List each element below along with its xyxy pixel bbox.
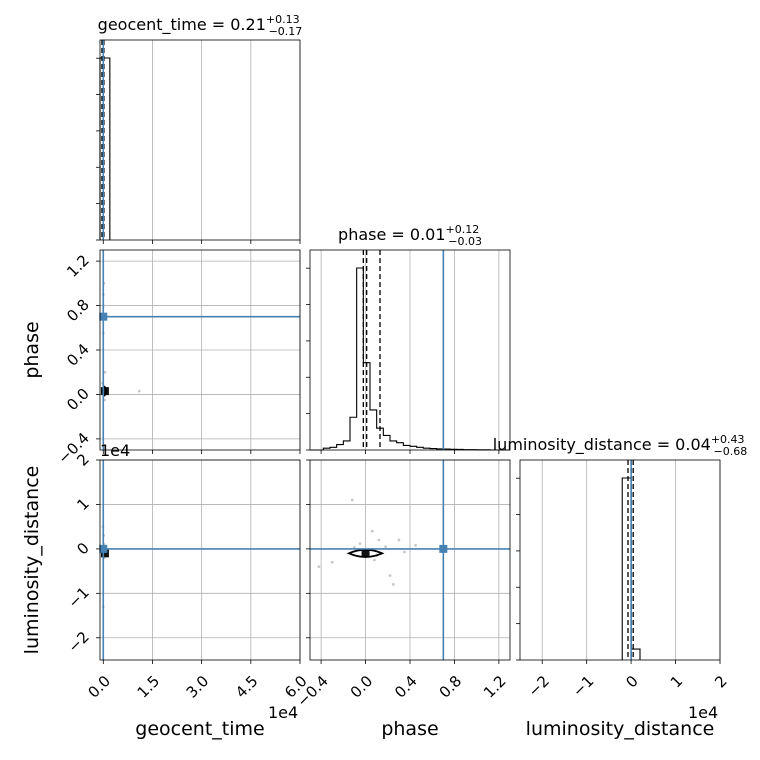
truth-marker xyxy=(99,544,108,553)
y-axis-label-luminosity-distance: luminosity_distance xyxy=(21,466,43,655)
scatter-panel-phase-vs-geocent-time: −0.40.00.40.81.2 xyxy=(54,249,301,467)
histogram-panel-luminosity-distance: −2 −1 0 1 2 luminosity_distance = 0.04+0.43 −0… xyxy=(493,433,748,700)
sample-point xyxy=(358,542,362,545)
x-tick-label: 0.0 xyxy=(347,672,377,702)
sample-point xyxy=(388,574,392,577)
y-tick-label: 1 xyxy=(73,495,92,514)
density-peak xyxy=(361,549,370,558)
x-axis-label-geocent-time: geocent_time xyxy=(135,718,264,740)
truth-marker xyxy=(99,312,108,321)
y-tick-label: −2 xyxy=(64,628,92,656)
truth-marker xyxy=(439,544,448,553)
x-tick-label: 0.8 xyxy=(436,672,466,702)
sample-point xyxy=(137,389,141,393)
histogram-title: geocent_time = 0.21+0.13 −0.17 xyxy=(98,13,303,38)
sample-point xyxy=(403,550,406,554)
sample-point xyxy=(414,543,417,547)
y-tick-label: 2 xyxy=(73,450,92,469)
sample-point xyxy=(397,538,401,542)
histogram-panel-phase: phase = 0.01+0.12 −0.03 xyxy=(306,223,511,454)
histogram-title: luminosity_distance = 0.04+0.43 −0.68 xyxy=(493,433,748,458)
sample-point xyxy=(391,583,395,586)
sample-point xyxy=(103,370,107,374)
axes-frame xyxy=(99,459,301,661)
y-tick-label: 0 xyxy=(73,539,92,558)
x-tick-label: 0.0 xyxy=(84,672,114,702)
y-offset-text: 1e4 xyxy=(100,441,130,460)
sample-point xyxy=(384,545,387,549)
x-tick-label: 1.2 xyxy=(480,672,510,702)
y-tick-label: 0.0 xyxy=(63,385,93,415)
x-tick-label: 1.5 xyxy=(134,672,164,702)
x-offset-text: 1e4 xyxy=(688,703,718,722)
axes-frame xyxy=(99,39,301,241)
histogram-title: phase = 0.01+0.12 −0.03 xyxy=(338,223,482,248)
x-axis-label-luminosity-distance: luminosity_distance xyxy=(526,718,715,740)
sample-point xyxy=(330,560,334,564)
scatter-panel-luminosity-distance-vs-phase: −0.4 0.0 0.4 0.8 1.2 xyxy=(293,459,511,711)
y-axis-label-phase: phase xyxy=(21,321,43,378)
density-peak xyxy=(100,549,109,558)
axes-frame xyxy=(519,459,721,661)
histogram-panel-geocent-time: geocent_time = 0.21+0.13 −0.17 xyxy=(96,13,302,244)
x-offset-text: 1e4 xyxy=(268,703,298,722)
x-tick-label: −1 xyxy=(569,672,597,700)
sample-point xyxy=(373,558,376,562)
sample-point xyxy=(350,498,354,502)
x-axis-label-phase: phase xyxy=(381,718,438,740)
y-tick-label: 1.2 xyxy=(63,251,93,281)
contour-line xyxy=(346,548,385,558)
x-tick-label: −2 xyxy=(525,672,553,700)
sample-point xyxy=(377,538,381,542)
sample-point xyxy=(317,565,321,569)
x-tick-label: 4.5 xyxy=(232,672,262,702)
sample-point xyxy=(370,529,374,533)
y-tick-label: 0.4 xyxy=(63,340,93,370)
y-tick-label: 0.8 xyxy=(63,296,93,326)
x-tick-label: 3.0 xyxy=(183,672,213,702)
x-tick-label: 0 xyxy=(622,672,641,691)
x-tick-label: 0.4 xyxy=(391,672,421,702)
x-tick-label: 1 xyxy=(667,672,686,691)
density-peak xyxy=(100,387,109,396)
x-tick-label: 2 xyxy=(711,672,730,691)
y-tick-label: −1 xyxy=(64,583,92,611)
